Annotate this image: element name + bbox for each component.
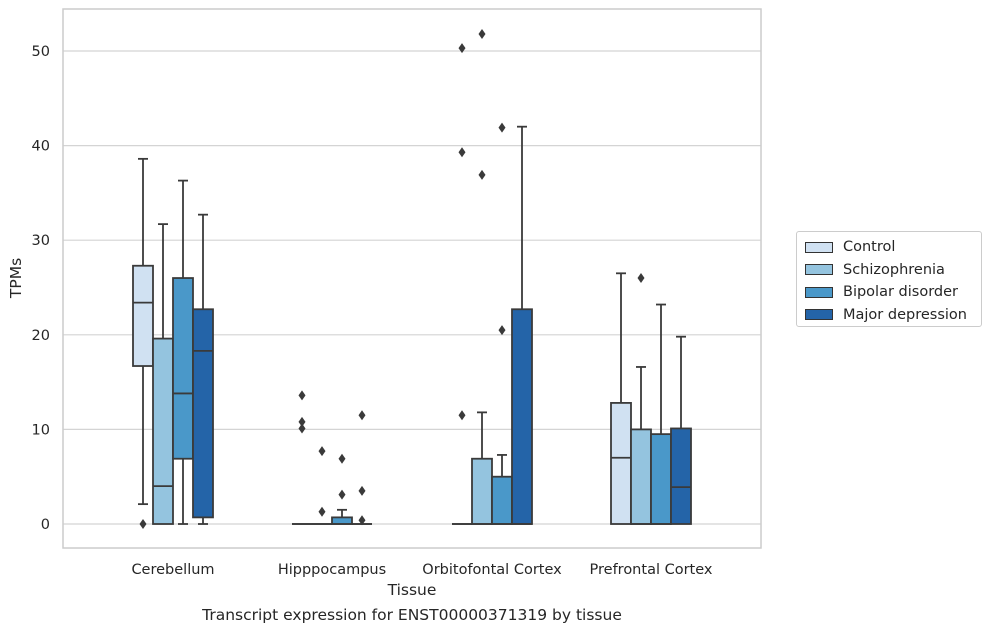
outlier-marker <box>478 169 486 180</box>
box-bipolar-disorder <box>331 453 353 525</box>
x-tick-label: Orbitofontal Cortex <box>422 562 562 578</box>
outlier-marker <box>139 519 147 529</box>
x-tick-label: Prefrontal Cortex <box>590 562 713 578</box>
outlier-marker <box>358 410 366 421</box>
outlier-marker <box>338 489 346 500</box>
outlier-marker <box>458 147 466 158</box>
box-major-depression <box>192 213 214 525</box>
y-tick-label: 30 <box>32 233 50 249</box>
box-body <box>511 308 533 525</box>
y-tick-label: 50 <box>32 44 50 60</box>
box-schizophrenia <box>312 446 332 525</box>
outlier-marker <box>498 325 506 336</box>
legend-label: Schizophrenia <box>843 261 945 278</box>
tick-labels: 0 10 20 30 40 50 Cerebellum Hipppocampus Orbitof… <box>32 44 713 578</box>
legend-label: Control <box>843 239 896 256</box>
box-body <box>152 337 174 525</box>
legend-item: Major depression <box>805 304 981 327</box>
outlier-marker <box>338 453 346 464</box>
legend: Control Schizophrenia Bipolar disorder Majo… <box>796 231 982 327</box>
chart-title: Transcript expression for ENST0000037131… <box>202 606 622 624</box>
box-bipolar-disorder <box>172 179 194 525</box>
box-control <box>610 272 632 525</box>
outlier-marker <box>458 43 466 54</box>
legend-item: Schizophrenia <box>805 259 981 282</box>
outlier-marker <box>478 28 486 39</box>
box-body <box>192 308 214 519</box>
outlier-marker <box>637 273 645 284</box>
y-tick-label: 40 <box>32 139 50 155</box>
box-control <box>132 157 154 529</box>
legend-label: Bipolar disorder <box>843 284 958 301</box>
legend-swatch <box>805 264 833 276</box>
outlier-marker <box>318 506 326 517</box>
box-major-depression <box>511 125 533 525</box>
box-schizophrenia <box>630 273 652 525</box>
box-body <box>650 433 672 525</box>
y-tick-label: 10 <box>32 422 50 438</box>
box-control <box>292 390 312 525</box>
legend-label: Major depression <box>843 306 967 323</box>
outlier-marker <box>498 122 506 133</box>
outlier-marker <box>298 390 306 401</box>
x-axis-label: Tissue <box>387 581 437 599</box>
legend-swatch <box>805 286 833 298</box>
x-tick-label: Hipppocampus <box>278 562 386 578</box>
y-tick-label: 0 <box>41 517 50 533</box>
box-body <box>630 428 652 525</box>
box-body <box>331 516 353 525</box>
outlier-marker <box>318 446 326 457</box>
box-body <box>610 402 632 525</box>
y-axis-label: TPMs <box>7 258 25 299</box>
box-schizophrenia <box>152 223 174 525</box>
y-tick-label: 20 <box>32 328 50 344</box>
box-body <box>172 277 194 460</box>
x-tick-label: Cerebellum <box>131 562 214 578</box>
outlier-marker <box>298 423 306 434</box>
box-body <box>471 457 493 525</box>
box-bipolar-disorder <box>491 122 513 525</box>
box-bipolar-disorder <box>650 303 672 525</box>
box-control <box>452 43 472 525</box>
legend-swatch <box>805 241 833 253</box>
outlier-marker <box>358 485 366 496</box>
legend-item: Bipolar disorder <box>805 281 981 304</box>
box-body <box>670 427 692 525</box>
box-body <box>491 475 513 525</box>
boxes <box>132 28 692 529</box>
outlier-marker <box>358 515 366 526</box>
box-schizophrenia <box>471 28 493 525</box>
plot-frame <box>62 8 762 549</box>
box-major-depression <box>352 410 372 526</box>
outlier-marker <box>298 416 306 427</box>
outlier-marker <box>458 410 466 421</box>
legend-item: Control <box>805 236 981 259</box>
legend-swatch <box>805 309 833 321</box>
box-major-depression <box>670 335 692 525</box>
box-body <box>132 264 154 367</box>
